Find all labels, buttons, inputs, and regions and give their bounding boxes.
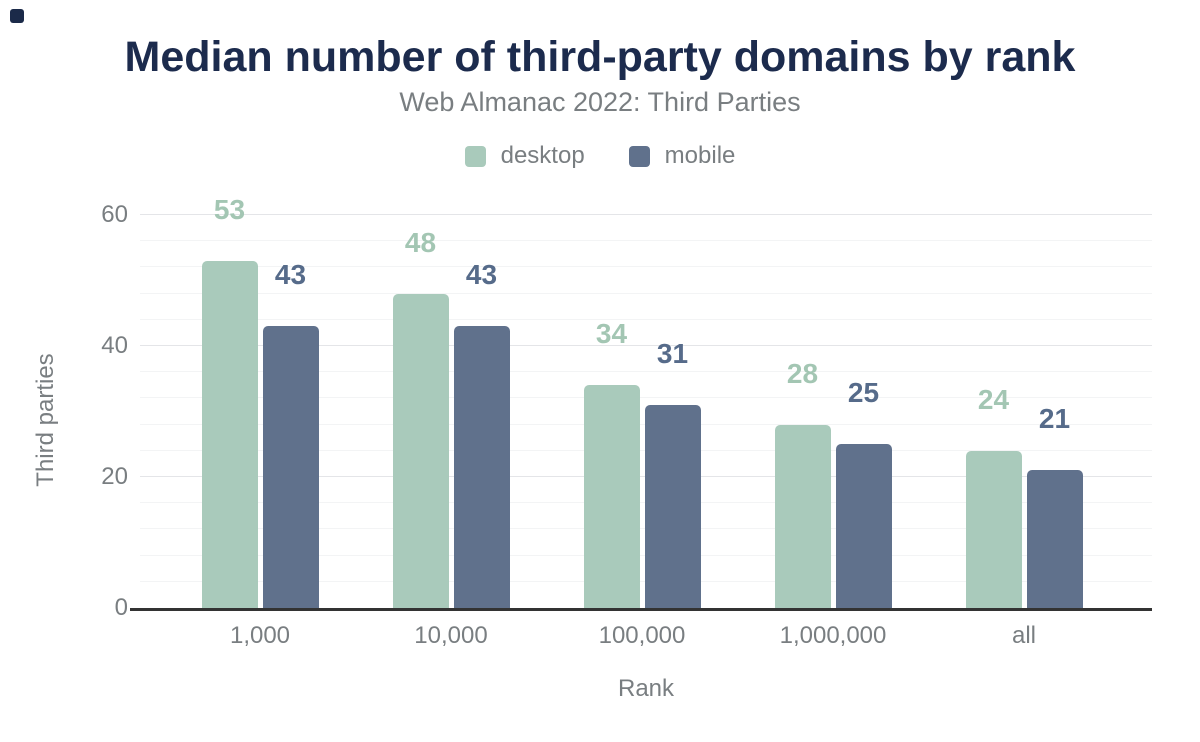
y-axis-ticks: 0 20 40 60 (0, 201, 128, 621)
x-axis-line (130, 608, 1152, 611)
gridline-minor (140, 371, 1152, 373)
legend-label-mobile: mobile (664, 142, 736, 169)
bar-desktop-3[interactable] (583, 385, 640, 608)
bar-mobile-2[interactable] (453, 326, 510, 608)
bar-value-label: 34 (595, 318, 628, 350)
y-tick-label: 20 (101, 463, 128, 490)
plot-area: 53 43 48 43 34 31 28 25 24 21 (140, 195, 1152, 608)
bar-desktop-2[interactable] (392, 293, 449, 608)
bar-desktop-4[interactable] (774, 424, 831, 608)
bar-value-label: 48 (404, 226, 437, 258)
x-tick-label: 1,000 (229, 622, 291, 649)
legend-item-mobile: mobile (628, 142, 736, 170)
bar-value-label: 43 (465, 259, 498, 291)
legend-label-desktop: desktop (500, 142, 585, 169)
x-axis-title: Rank (617, 675, 675, 702)
gridline-major (140, 214, 1152, 215)
gridline-minor (140, 318, 1152, 320)
bar-value-label: 24 (977, 383, 1010, 415)
chart-subtitle: Web Almanac 2022: Third Parties (399, 87, 801, 117)
legend: desktop mobile (0, 142, 1200, 170)
bar-value-label: 31 (656, 337, 689, 369)
gridline-minor (140, 292, 1152, 294)
bar-mobile-5[interactable] (1026, 470, 1083, 608)
bar-value-label: 21 (1038, 403, 1071, 435)
bar-mobile-4[interactable] (835, 444, 892, 608)
y-tick-label: 0 (114, 594, 128, 621)
chart-title: Median number of third-party domains by … (124, 33, 1076, 81)
bar-mobile-3[interactable] (644, 404, 701, 608)
legend-item-desktop: desktop (464, 142, 585, 170)
x-tick-label: all (1011, 622, 1036, 649)
gridline-major (140, 345, 1152, 346)
bar-value-label: 25 (847, 377, 880, 409)
x-tick-label: 100,000 (598, 622, 686, 649)
bar-value-label: 53 (213, 193, 246, 225)
legend-swatch-mobile (628, 145, 650, 167)
gridline-minor (140, 397, 1152, 399)
bar-mobile-1[interactable] (262, 326, 319, 608)
x-axis-ticks: 1,000 10,000 100,000 1,000,000 all (140, 621, 1152, 651)
x-tick-label: 1,000,000 (779, 622, 887, 649)
y-tick-label: 60 (101, 201, 128, 228)
gridline-minor (140, 240, 1152, 242)
bar-desktop-1[interactable] (201, 260, 258, 608)
bar-desktop-5[interactable] (965, 450, 1022, 608)
corner-mark (10, 9, 24, 23)
y-tick-label: 40 (101, 332, 128, 359)
bar-value-label: 28 (786, 357, 819, 389)
bar-value-label: 43 (274, 259, 307, 291)
legend-swatch-desktop (464, 145, 486, 167)
gridline-minor (140, 266, 1152, 268)
x-tick-label: 10,000 (414, 622, 488, 649)
